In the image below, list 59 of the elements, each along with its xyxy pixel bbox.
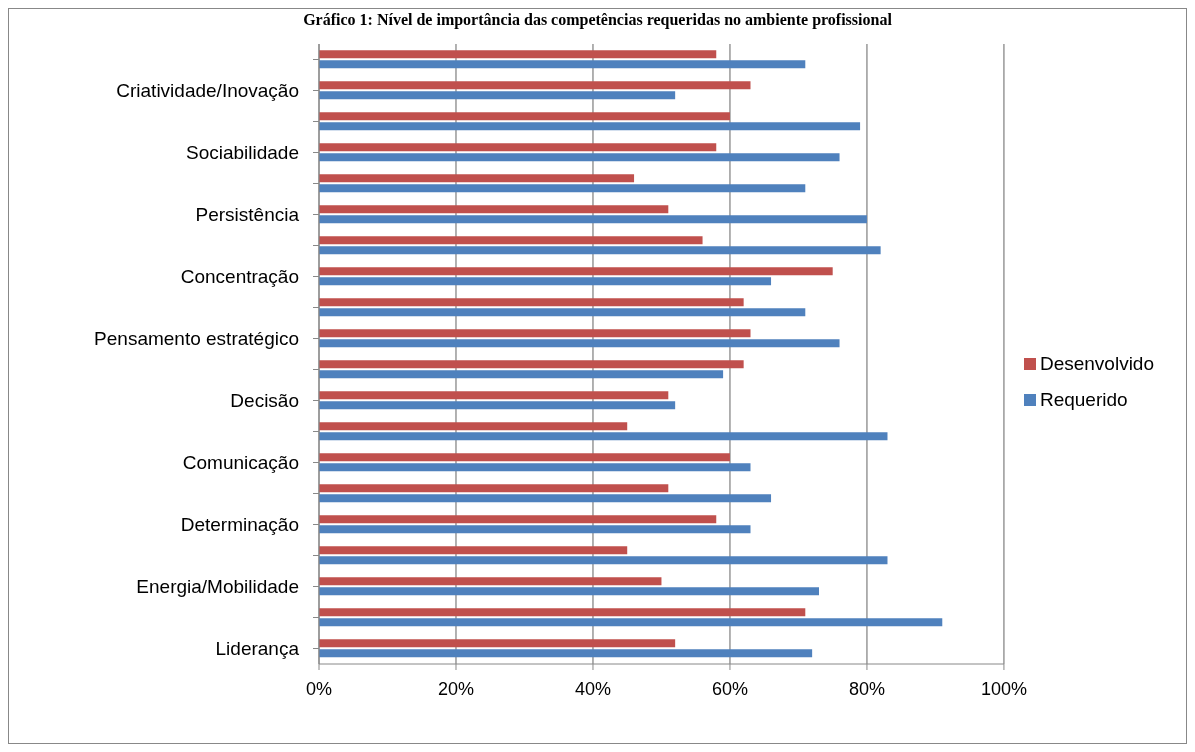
bar: [319, 339, 840, 348]
bar: [319, 494, 772, 503]
bar: [319, 370, 724, 379]
y-tick-label: Determinação: [180, 514, 299, 536]
bar: [319, 525, 751, 534]
bar: [319, 215, 867, 224]
bar: [319, 308, 806, 317]
x-tick-label: 20%: [437, 678, 474, 699]
y-tick-label: Criatividade/Inovação: [116, 80, 299, 102]
bar: [319, 453, 730, 462]
legend-label: Requerido: [1039, 388, 1128, 410]
bar: [319, 50, 717, 59]
bar: [319, 649, 813, 658]
bar: [319, 587, 819, 596]
bar: [319, 618, 943, 627]
bar: [319, 391, 669, 400]
bar: [319, 205, 669, 214]
bar: [319, 546, 628, 555]
bar: [319, 401, 676, 410]
bar: [319, 639, 676, 648]
bar: [319, 463, 751, 472]
y-tick-label: Concentração: [180, 266, 299, 288]
bar: [319, 277, 772, 286]
bar: [319, 484, 669, 493]
bar: [319, 329, 751, 338]
bar: [319, 236, 703, 245]
bar: [319, 246, 881, 255]
bar: [319, 432, 888, 441]
bar: [319, 143, 717, 152]
y-tick-label: Sociabilidade: [185, 142, 299, 164]
y-tick-label: Pensamento estratégico: [94, 328, 299, 350]
y-tick-label: Energia/Mobilidade: [136, 576, 299, 598]
bar: [319, 91, 676, 100]
legend-label: Desenvolvido: [1039, 352, 1154, 374]
bar: [319, 174, 635, 183]
y-tick-label: Persistência: [195, 204, 300, 226]
bar: [319, 608, 806, 617]
bar: [319, 112, 730, 121]
x-tick-label: 40%: [574, 678, 611, 699]
bar: [319, 184, 806, 193]
bar: [319, 81, 751, 90]
x-tick-label: 80%: [848, 678, 885, 699]
bar: [319, 360, 744, 369]
x-tick-label: 0%: [305, 678, 333, 699]
bar: [319, 60, 806, 69]
bar: [319, 267, 833, 276]
bar: [319, 556, 888, 565]
x-tick-label: 100%: [980, 678, 1027, 699]
y-tick-label: Decisão: [230, 390, 299, 412]
bar: [319, 422, 628, 431]
bar: [319, 153, 840, 162]
bar: [319, 515, 717, 524]
chart-title: Gráfico 1: Nível de importância das competências requeridas no ambiente profissional: [302, 10, 893, 29]
bar: [319, 122, 861, 131]
y-tick-label: Comunicação: [182, 452, 299, 474]
y-tick-label: Liderança: [215, 638, 300, 660]
bar: [319, 577, 662, 586]
x-tick-label: 60%: [711, 678, 748, 699]
bar: [319, 298, 744, 307]
